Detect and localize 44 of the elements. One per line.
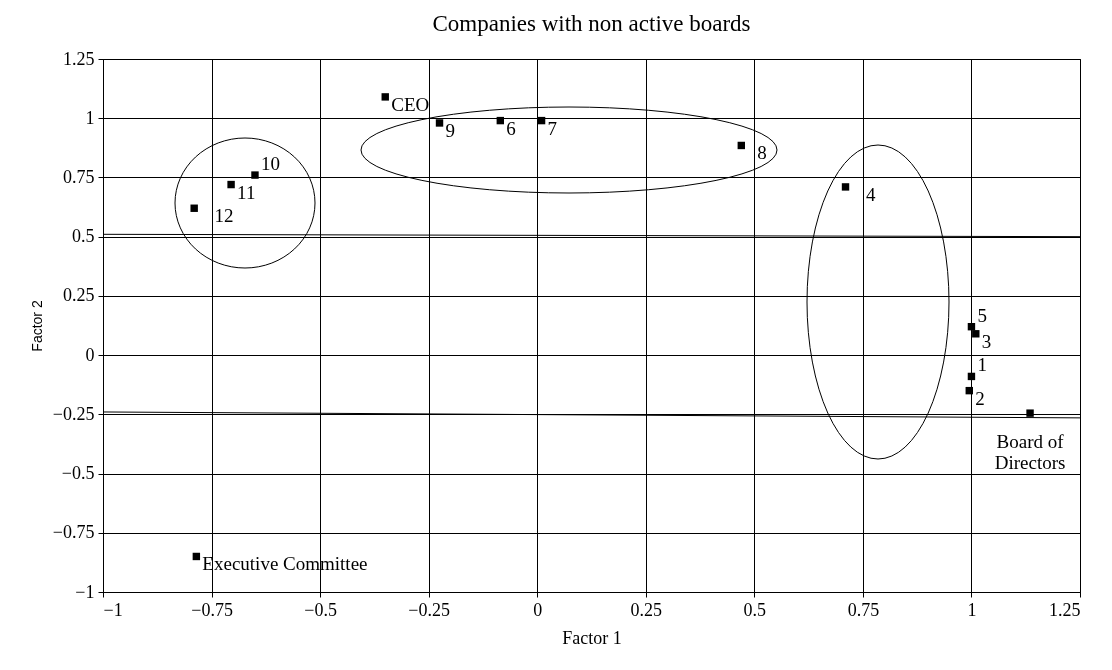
y-tick-label: −0.75 <box>52 522 95 543</box>
x-tick-label: 0 <box>533 599 543 620</box>
point <box>435 119 444 127</box>
annotation: 3 <box>981 330 992 352</box>
point <box>841 183 850 191</box>
annotation: 9 <box>445 119 456 141</box>
annotation: Board of Directors <box>994 431 1066 474</box>
annotation: 6 <box>506 117 516 139</box>
annotation: 11 <box>237 181 256 203</box>
x-tick-label: 0.25 <box>630 599 663 620</box>
y-tick-label: −1 <box>75 581 95 602</box>
x-tick-label: 1.25 <box>1049 599 1081 620</box>
x-tick-label: −0.75 <box>191 599 233 620</box>
y-tick-label: 0.5 <box>72 226 95 247</box>
annotation: 2 <box>975 387 985 409</box>
y-tick-label: 0.25 <box>63 285 95 306</box>
point <box>251 171 259 179</box>
annotation: 10 <box>260 153 280 175</box>
x-tick-label: −1 <box>103 599 123 620</box>
point <box>190 204 198 212</box>
annotation: 5 <box>977 304 987 326</box>
annotation: 8 <box>757 142 767 164</box>
y-axis-title: Factor 2 <box>28 300 45 352</box>
y-tick-label: −0.25 <box>52 403 95 424</box>
y-tick-label: 1 <box>85 107 95 128</box>
chart-title: Companies with non active boards <box>432 11 751 36</box>
y-tick-label: 1.25 <box>63 48 95 69</box>
y-tick-label: 0.75 <box>63 166 95 187</box>
x-tick-label: −0.25 <box>408 599 450 620</box>
x-tick-label: −0.5 <box>304 599 337 620</box>
annotation: CEO <box>391 93 430 115</box>
annotation: 1 <box>977 354 987 376</box>
y-tick-label: 0 <box>85 344 95 365</box>
annotation: 12 <box>214 205 234 227</box>
point <box>381 93 389 101</box>
point <box>227 180 235 189</box>
x-axis-title: Factor 1 <box>562 627 622 648</box>
point <box>1026 409 1034 417</box>
x-tick-label: 1 <box>967 599 977 620</box>
x-tick-label: 0.5 <box>743 599 767 620</box>
x-tick-label: 0.75 <box>847 599 880 620</box>
annotation: 4 <box>865 183 876 205</box>
annotation: 7 <box>547 117 558 139</box>
y-tick-label: −0.5 <box>61 463 95 484</box>
